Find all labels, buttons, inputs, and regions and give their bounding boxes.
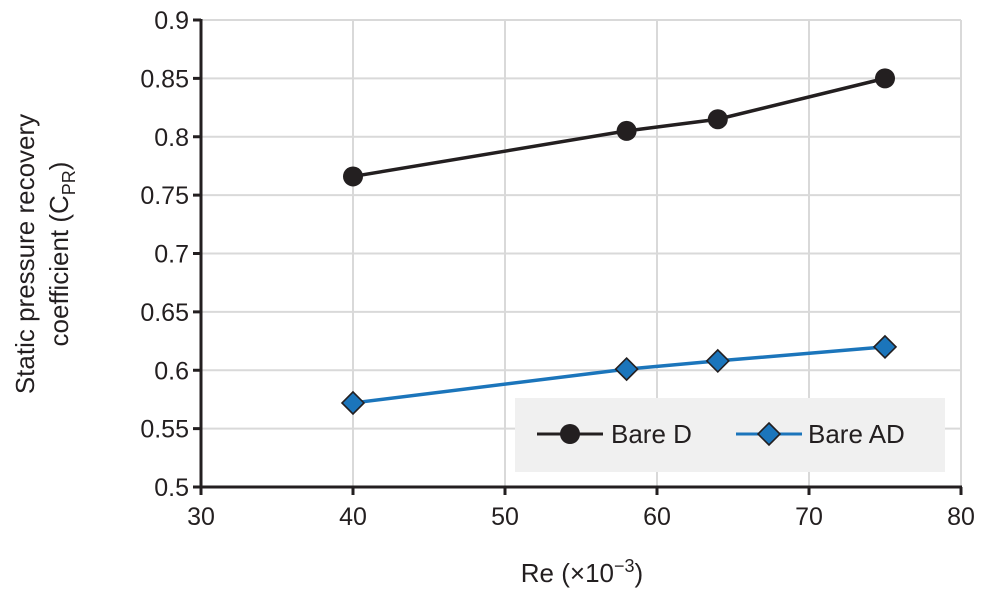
y-tick-label: 0.5 [154, 474, 189, 502]
x-tick-label: 30 [187, 503, 215, 531]
y-axis-title: Static pressure recovery coefficient (CP… [10, 114, 79, 394]
y-tick-label: 0.75 [140, 182, 189, 210]
data-point-bare-ad [340, 390, 366, 416]
data-point-bare-ad [614, 356, 639, 382]
legend-label-bare-d: Bare D [611, 419, 692, 449]
y-tick-label: 0.8 [154, 124, 189, 152]
y-axis-title-line2: coefficient (CPR) [44, 162, 79, 347]
y-tick-label: 0.6 [154, 357, 189, 385]
y-tick-label: 0.55 [140, 416, 189, 444]
x-axis-title: Re (×10−3) [521, 556, 643, 588]
data-point-bare-d [707, 109, 728, 130]
data-point-bare-d [875, 68, 895, 89]
series-line-bare-d [352, 76, 886, 179]
legend-label-bare-ad: Bare AD [808, 419, 905, 449]
data-point-bare-d [343, 166, 363, 187]
x-tick-label: 60 [643, 503, 671, 531]
tick-labels: 30 40 50 60 70 80 0.5 0.55 0.6 0.65 0.7 0.75 0.8 0.85… [140, 7, 975, 531]
x-tick-label: 70 [795, 503, 823, 531]
data-point-bare-ad [705, 348, 730, 374]
y-tick-label: 0.65 [140, 299, 189, 327]
y-tick-label: 0.85 [140, 65, 189, 93]
x-tick-label: 40 [339, 503, 367, 531]
x-tick-label: 80 [947, 503, 975, 531]
data-point-bare-ad [872, 334, 898, 360]
data-point-bare-d [616, 120, 637, 141]
y-axis-title-line1: Static pressure recovery [10, 114, 40, 394]
x-tick-label: 50 [491, 503, 519, 531]
axes [193, 18, 963, 495]
legend-marker-bare-ad [756, 421, 782, 447]
y-tick-label: 0.7 [154, 241, 189, 269]
y-tick-label: 0.9 [154, 7, 189, 35]
legend-marker-bare-d [560, 424, 580, 444]
series-layer [340, 68, 898, 416]
series-line-bare-ad [352, 345, 886, 405]
legend: Bare D Bare AD [537, 419, 905, 449]
